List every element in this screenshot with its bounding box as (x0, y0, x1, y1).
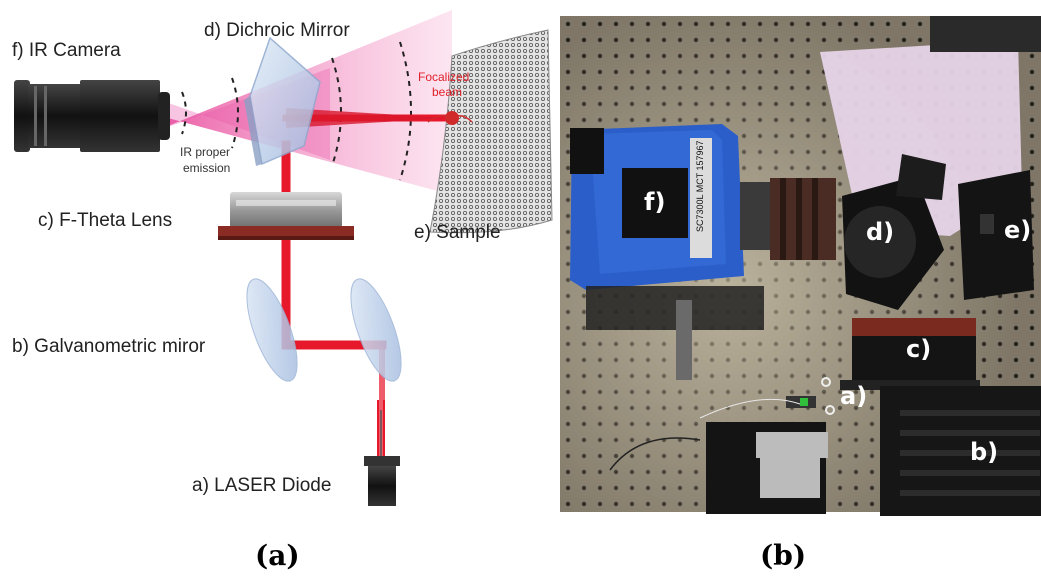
ir-camera (14, 80, 170, 152)
sample-holder (958, 170, 1034, 300)
caption-b: (b) (760, 539, 806, 572)
camera-body: SC7300L MCT 157967 (570, 124, 836, 290)
laser-diode-label: a) LASER Diode (192, 475, 331, 496)
focalized-beam-label-1: Focalized (418, 70, 469, 84)
dichroic-mirror (244, 36, 321, 166)
photo-label-a: a) (840, 382, 867, 410)
panel-a: f) IR Camera d) Dichroic Mirror IR prope… (12, 10, 553, 506)
focalized-beam-label-2: beam (432, 85, 462, 99)
galvo-block (880, 386, 1041, 516)
photo-label-c: c) (906, 335, 931, 363)
f-theta-lens-label: c) F-Theta Lens (38, 210, 172, 231)
sample-label: e) Sample (414, 222, 501, 243)
caption-a: (a) (255, 539, 300, 572)
ir-camera-label: f) IR Camera (12, 40, 121, 61)
f-theta-lens (218, 192, 354, 240)
mirror-mount (842, 154, 946, 310)
panel-b-photo: SC7300L MCT 157967 (560, 16, 1041, 516)
camera-id-text: SC7300L MCT 157967 (695, 140, 705, 232)
laser-diode (364, 400, 400, 506)
ir-emission-label-2: emission (183, 161, 230, 175)
lens-ring (840, 318, 980, 390)
photo-label-e: e) (1004, 216, 1031, 244)
photo-label-b: b) (970, 438, 998, 466)
dichroic-mirror-label: d) Dichroic Mirror (204, 20, 350, 41)
laser-mount (706, 377, 835, 514)
galvanometric-mirrors (246, 278, 402, 382)
galvanometric-mirror-label: b) Galvanometric miror (12, 336, 206, 357)
ir-emission-label-1: IR proper (180, 145, 230, 159)
photo-label-f: f) (644, 188, 665, 216)
photo-label-d: d) (866, 218, 894, 246)
